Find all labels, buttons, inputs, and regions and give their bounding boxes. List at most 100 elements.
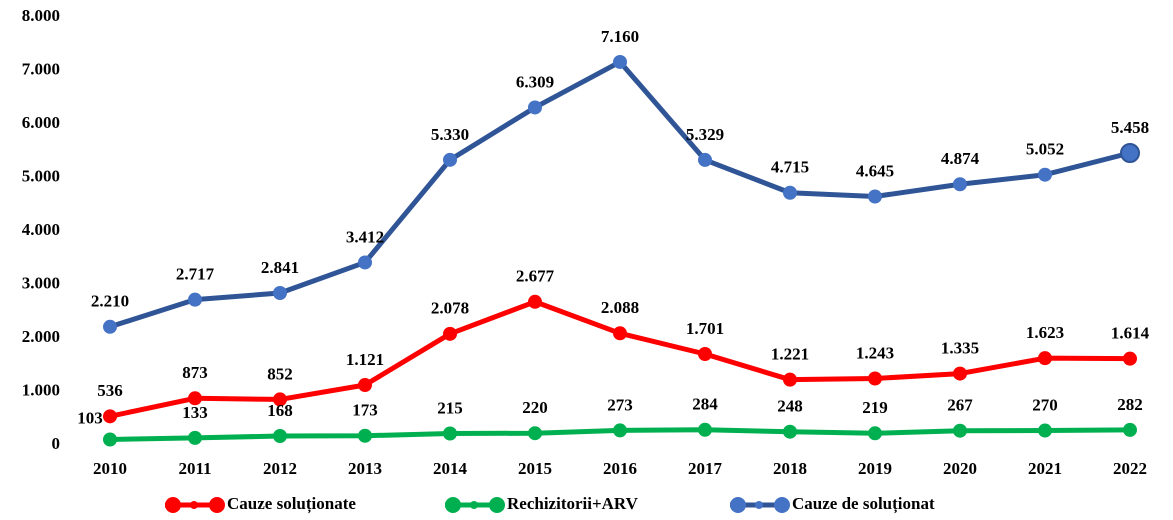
data-point	[358, 255, 372, 270]
x-tick-label: 2013	[348, 459, 382, 478]
legend-marker	[209, 497, 225, 513]
data-point	[188, 292, 202, 307]
legend-marker	[165, 497, 181, 513]
data-label: 2.677	[516, 267, 555, 286]
x-tick-label: 2018	[773, 459, 807, 478]
data-point	[443, 152, 457, 167]
data-point	[783, 185, 797, 200]
data-label: 248	[777, 397, 803, 416]
data-label: 1.701	[686, 319, 724, 338]
data-label: 1.243	[856, 343, 894, 362]
data-label: 284	[692, 395, 718, 414]
legend-marker	[190, 501, 198, 509]
data-label: 220	[522, 398, 548, 417]
data-point	[1120, 142, 1140, 163]
data-label: 168	[267, 401, 293, 420]
data-point	[1123, 422, 1137, 437]
legend-marker	[730, 497, 746, 513]
y-tick-label: 8.000	[22, 6, 60, 25]
data-label: 1.335	[941, 338, 979, 357]
data-point	[443, 326, 457, 341]
data-point	[273, 392, 287, 407]
x-tick-label: 2010	[93, 459, 127, 478]
data-label: 1.614	[1111, 324, 1150, 343]
data-label: 267	[947, 396, 973, 415]
data-point	[103, 319, 117, 334]
data-label: 852	[267, 364, 293, 383]
data-label: 4.874	[941, 149, 980, 168]
data-label: 2.717	[176, 265, 215, 284]
data-label: 5.329	[686, 125, 724, 144]
x-tick-label: 2019	[858, 459, 892, 478]
data-point	[783, 372, 797, 387]
data-label: 5.330	[431, 125, 469, 144]
data-label: 873	[182, 363, 208, 382]
data-label: 6.309	[516, 72, 554, 91]
y-tick-label: 3.000	[22, 273, 60, 292]
legend-label: Rechizitorii+ARV	[507, 494, 639, 513]
x-tick-label: 2016	[603, 459, 637, 478]
data-label: 2.210	[91, 292, 129, 311]
legend-marker	[489, 497, 505, 513]
data-label: 536	[97, 381, 123, 400]
data-label: 5.052	[1026, 140, 1064, 159]
data-point	[273, 429, 287, 444]
y-tick-label: 5.000	[22, 166, 60, 185]
legend-label: Cauze soluționate	[227, 494, 356, 514]
legend-marker	[445, 497, 461, 513]
data-point	[528, 294, 542, 309]
y-tick-label: 0	[52, 434, 61, 453]
data-point	[868, 426, 882, 441]
data-label: 273	[607, 395, 633, 414]
data-label: 3.412	[346, 227, 384, 246]
data-point	[103, 409, 117, 424]
data-label: 270	[1032, 395, 1058, 414]
data-point	[273, 286, 287, 301]
data-point	[443, 426, 457, 441]
series-line	[109, 59, 1131, 330]
data-point	[953, 366, 967, 381]
data-label: 4.645	[856, 161, 894, 180]
x-tick-label: 2017	[688, 459, 723, 478]
data-label: 2.841	[261, 258, 299, 277]
data-point	[1038, 351, 1052, 366]
y-tick-label: 1.000	[22, 380, 60, 399]
y-tick-label: 4.000	[22, 220, 60, 239]
x-tick-label: 2012	[263, 459, 297, 478]
data-point	[783, 424, 797, 439]
data-point	[103, 432, 117, 447]
data-label: 282	[1117, 395, 1143, 414]
data-point	[953, 177, 967, 192]
data-label: 7.160	[601, 27, 639, 46]
x-tick-label: 2014	[433, 459, 468, 478]
legend-marker	[755, 501, 763, 509]
x-tick-label: 2022	[1113, 459, 1147, 478]
data-label: 2.078	[431, 299, 469, 318]
data-point	[1038, 167, 1052, 182]
data-label: 103	[77, 408, 103, 427]
data-label: 133	[182, 403, 208, 422]
data-point	[358, 428, 372, 443]
data-point	[358, 378, 372, 393]
data-point	[528, 426, 542, 441]
data-point	[613, 54, 627, 69]
y-tick-label: 7.000	[22, 59, 60, 78]
data-point	[953, 423, 967, 438]
data-point	[528, 100, 542, 115]
x-tick-label: 2021	[1028, 459, 1062, 478]
x-tick-label: 2011	[178, 459, 211, 478]
data-label: 215	[437, 398, 463, 417]
data-label: 219	[862, 398, 888, 417]
data-point	[613, 326, 627, 341]
data-point	[188, 430, 202, 445]
data-point	[698, 346, 712, 361]
legend-marker	[774, 497, 790, 513]
data-point	[613, 423, 627, 438]
data-label: 173	[352, 401, 378, 420]
y-tick-label: 6.000	[22, 113, 60, 132]
y-tick-label: 2.000	[22, 327, 60, 346]
data-point	[868, 189, 882, 204]
data-label: 1.221	[771, 345, 809, 364]
data-point	[1123, 351, 1137, 366]
